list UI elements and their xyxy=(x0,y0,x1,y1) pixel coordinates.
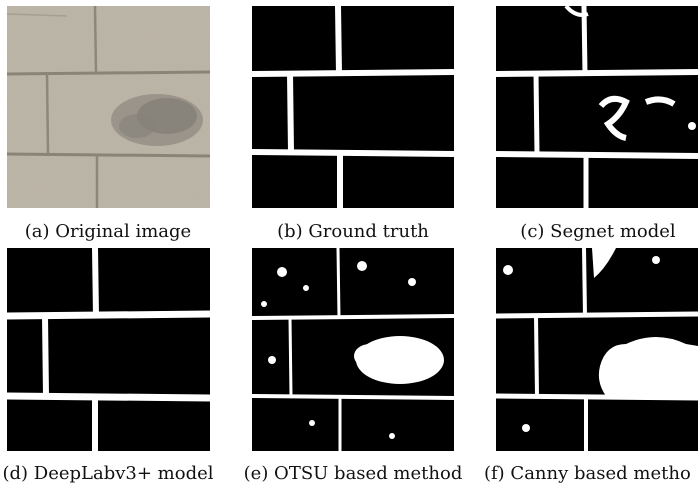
canny-panel xyxy=(496,248,698,451)
original-brick-photo xyxy=(7,6,210,208)
caption-segnet-model: (c) Segnet model xyxy=(520,221,676,242)
caption-ground-truth: (b) Ground truth xyxy=(277,221,429,242)
ground-truth-panel xyxy=(252,6,454,208)
canny-mask xyxy=(496,248,698,451)
deeplab-mask xyxy=(7,248,210,451)
caption-deeplab-model: (d) DeepLabv3+ model xyxy=(2,463,214,484)
original-image-panel xyxy=(7,6,210,208)
caption-otsu-method: (e) OTSU based method xyxy=(243,463,463,484)
otsu-mask xyxy=(252,248,454,451)
deeplab-panel xyxy=(7,248,210,451)
ground-truth-mask xyxy=(252,6,454,208)
caption-original-image: (a) Original image xyxy=(24,221,192,242)
otsu-panel xyxy=(252,248,454,451)
segnet-panel xyxy=(496,6,698,208)
segnet-mask xyxy=(496,6,698,208)
caption-canny-method: (f) Canny based metho xyxy=(484,463,691,484)
